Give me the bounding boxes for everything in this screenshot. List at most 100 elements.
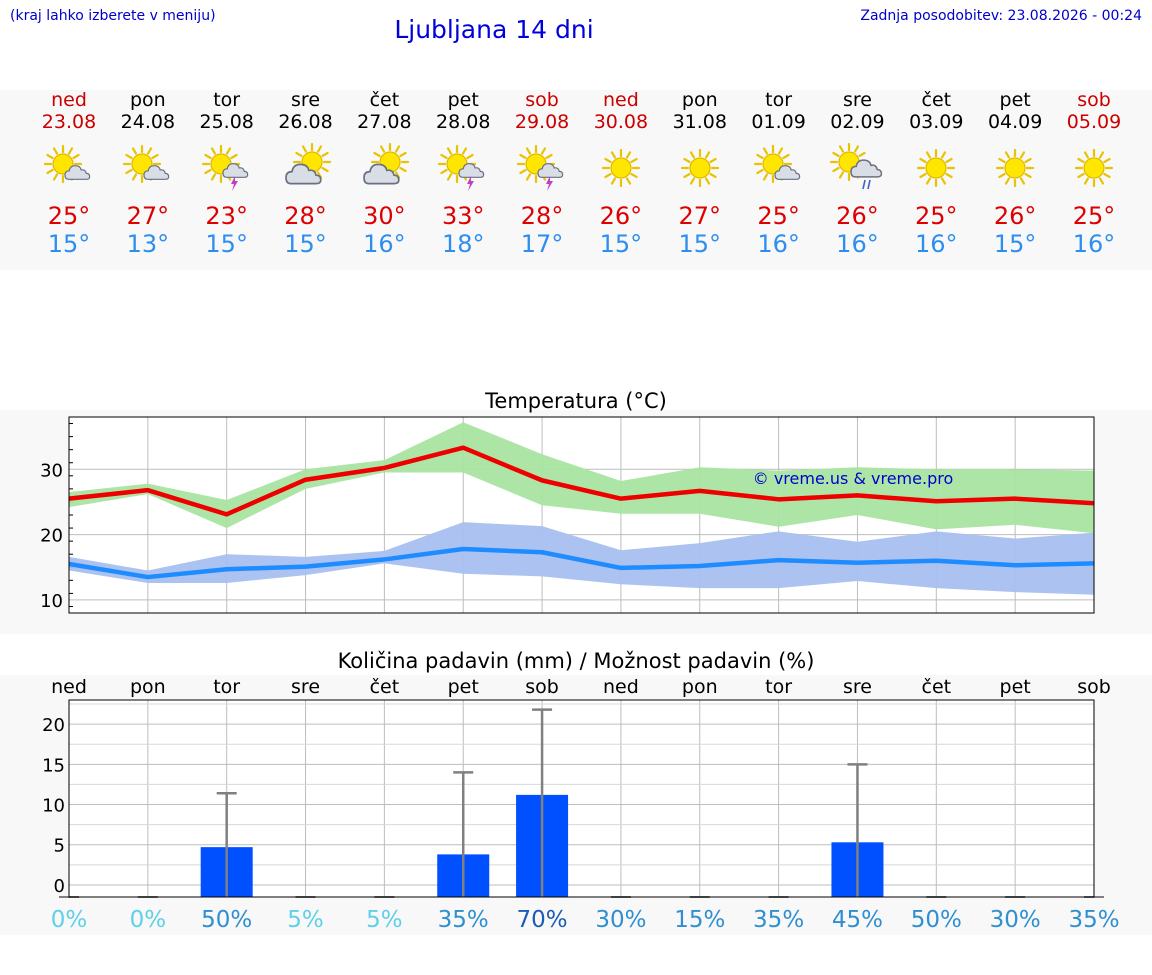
temp-max: 26° [599, 202, 643, 230]
sun-icon [896, 134, 976, 202]
y-tick-label: 10 [40, 591, 63, 612]
weekday-label: tor [765, 676, 792, 698]
temp-min: 15° [678, 230, 722, 258]
weekday-label: sob [1077, 676, 1111, 698]
temperature-chart: 10 20 30 © vreme.us & vreme.pro [40, 416, 1095, 614]
temp-max: 26° [993, 202, 1037, 230]
rain-probability: 15% [674, 907, 725, 933]
day-column: sre 26.08 28° 15° [266, 90, 346, 259]
day-column: tor 01.09 25° 16° [739, 89, 819, 259]
rain-probability: 50% [911, 907, 962, 933]
day-name: ned [51, 89, 87, 111]
temp-max: 25° [757, 202, 800, 230]
range-band [69, 422, 1094, 534]
day-name: sob [1077, 89, 1111, 111]
day-name: ned [603, 89, 639, 111]
day-name: čet [369, 89, 400, 111]
temp-max: 25° [1072, 202, 1116, 230]
day-column: čet 27.08 30° 16° [344, 89, 424, 259]
day-name: pet [447, 89, 479, 111]
bolt-shape [230, 176, 238, 191]
weekday-label: pet [1000, 676, 1031, 698]
day-date: 04.09 [987, 111, 1043, 133]
day-name: tor [765, 89, 793, 111]
weekday-label: pet [448, 676, 479, 698]
temp-max: 27° [126, 202, 170, 230]
y-tick-label: 0 [54, 876, 65, 897]
cloud-shape [458, 163, 485, 178]
sun-thunder-icon [423, 134, 503, 202]
day-date: 23.08 [41, 111, 97, 133]
day-name: pon [129, 89, 166, 111]
y-tick-label: 30 [40, 460, 63, 481]
day-column: tor 25.08 23° 15° [187, 90, 267, 259]
y-tick-label: 5 [54, 836, 65, 857]
day-date: 05.09 [1066, 111, 1122, 133]
sun-thunder-icon [187, 134, 267, 202]
temp-min: 15° [993, 230, 1037, 258]
cloud-shape [64, 165, 91, 180]
sun-shape [122, 144, 161, 184]
temp-min: 16° [836, 230, 879, 258]
weekday-label: čet [922, 676, 952, 698]
header-hint: (kraj lahko izberete v meniju) [10, 8, 216, 24]
day-column: ned 23.08 25° 15° [29, 89, 109, 259]
day-column: pet 28.08 33° 18° [423, 89, 503, 259]
weekday-label: pon [130, 676, 166, 698]
temp-min: 18° [441, 230, 485, 258]
rain-probability: 5% [287, 907, 324, 933]
day-date: 26.08 [278, 111, 333, 133]
day-column: sre 02.09 26° 16° [817, 89, 897, 259]
temp-max: 28° [284, 202, 327, 230]
sun-icon [975, 134, 1055, 202]
temp-max: 28° [520, 202, 564, 230]
y-tick-label: 20 [40, 526, 63, 547]
rain-probability: 35% [438, 907, 489, 933]
sun-shape [680, 148, 719, 188]
raindrop-shape [862, 179, 867, 190]
cloud-shape [363, 163, 401, 185]
page-title: Ljubljana 14 dni [394, 15, 594, 44]
rain-probability: 70% [517, 907, 568, 933]
day-date: 03.09 [909, 111, 964, 133]
weekday-label: sob [525, 676, 559, 698]
day-date: 25.08 [199, 111, 254, 133]
watermark: © vreme.us & vreme.pro [753, 469, 954, 488]
temp-max: 23° [205, 202, 248, 230]
sun-shape [917, 148, 956, 188]
rain-probability: 50% [201, 907, 252, 933]
cloud-shape [850, 159, 883, 178]
sun-shape [996, 148, 1035, 188]
weekday-label: ned [603, 676, 639, 698]
day-date: 29.08 [514, 111, 570, 133]
temp-max: 25° [47, 202, 91, 230]
weekday-label: tor [213, 676, 240, 698]
rain-probability: 0% [51, 907, 88, 933]
sun-shape [1074, 148, 1114, 188]
day-name: pon [681, 89, 718, 111]
sun-shape [601, 148, 641, 188]
precipitation-chart: ned pon tor sre čet pet sob ned pon tor sre čet pet s… [42, 676, 1119, 933]
temp-min: 15° [47, 230, 91, 258]
day-name: sob [525, 89, 559, 111]
rain-probability: 30% [595, 907, 646, 933]
sun-icon [581, 134, 661, 202]
sun-rain-icon [817, 134, 897, 202]
temp-min: 15° [205, 230, 248, 258]
day-name: čet [921, 89, 952, 111]
weekday-label: pon [682, 676, 718, 698]
day-date: 24.08 [120, 111, 176, 133]
temp-max: 25° [915, 202, 958, 230]
day-column: pet 04.09 26° 15° [975, 90, 1055, 259]
cloud-shape [143, 165, 170, 180]
temp-min: 15° [599, 230, 643, 258]
day-column: pon 24.08 27° 13° [108, 89, 188, 259]
temp-min: 17° [520, 230, 564, 258]
day-date: 30.08 [593, 111, 649, 133]
day-date: 28.08 [436, 111, 491, 133]
day-name: sre [842, 89, 872, 111]
cloud-sun-icon [266, 134, 346, 202]
temp-max: 26° [836, 202, 879, 230]
sun-icon [1054, 134, 1134, 202]
series-line [68, 546, 1095, 580]
